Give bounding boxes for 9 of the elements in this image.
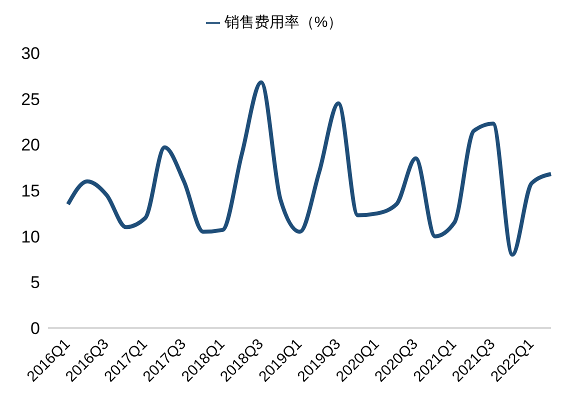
legend-label: 销售费用率（%） (224, 14, 343, 31)
y-tick-label: 25 (21, 90, 40, 109)
y-tick-label: 30 (21, 44, 40, 64)
y-tick-label: 15 (21, 182, 40, 201)
line-series (66, 80, 553, 257)
y-tick-label: 0 (30, 319, 40, 338)
y-tick-label: 5 (30, 273, 40, 292)
y-tick-label: 20 (21, 136, 40, 155)
y-tick-label: 10 (21, 227, 40, 246)
